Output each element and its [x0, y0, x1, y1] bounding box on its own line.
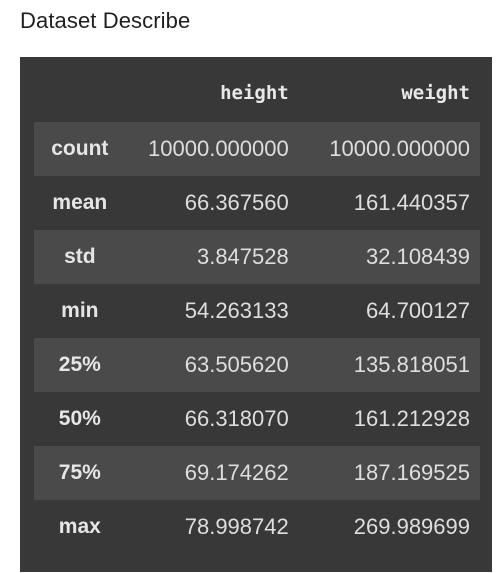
- row-label: std: [64, 245, 96, 268]
- weight-cell: 64.700127: [366, 298, 470, 323]
- row-label: max: [58, 515, 101, 538]
- page-title: Dataset Describe: [20, 8, 191, 33]
- height-cell: 78.998742: [184, 514, 289, 539]
- weight-cell: 135.818051: [353, 352, 470, 377]
- table-row: 25% 63.505620 135.818051: [34, 338, 480, 392]
- table-row: std 3.847528 32.108439: [34, 230, 480, 284]
- height-cell: 66.367560: [184, 190, 289, 215]
- table-row: min 54.263133 64.700127: [34, 284, 480, 338]
- height-cell: 3.847528: [196, 244, 289, 269]
- weight-cell: 269.989699: [353, 514, 470, 539]
- table-header-row: height weight: [34, 65, 480, 122]
- row-label: 75%: [58, 461, 101, 484]
- row-label: min: [61, 299, 99, 322]
- weight-cell: 32.108439: [366, 244, 470, 269]
- weight-cell: 161.440357: [353, 190, 470, 215]
- table-row: mean 66.367560 161.440357: [34, 176, 480, 230]
- weight-cell: 10000.000000: [329, 136, 470, 161]
- row-label: 50%: [58, 407, 101, 430]
- height-cell: 69.174262: [184, 460, 289, 485]
- describe-table: height weight count 10000.000000 10000.0…: [34, 65, 480, 554]
- table-row: 75% 69.174262 187.169525: [34, 446, 480, 500]
- dataframe-panel: height weight count 10000.000000 10000.0…: [20, 57, 492, 572]
- table-row: max 78.998742 269.989699: [34, 500, 480, 554]
- column-header-height: height: [220, 82, 289, 104]
- row-label: mean: [52, 191, 108, 214]
- height-cell: 54.263133: [184, 298, 289, 323]
- height-cell: 63.505620: [184, 352, 289, 377]
- height-cell: 66.318070: [184, 406, 289, 431]
- table-row: count 10000.000000 10000.000000: [34, 122, 480, 176]
- height-cell: 10000.000000: [148, 136, 289, 161]
- weight-cell: 161.212928: [353, 406, 470, 431]
- row-label: 25%: [58, 353, 101, 376]
- weight-cell: 187.169525: [353, 460, 470, 485]
- index-header: [34, 65, 126, 122]
- row-label: count: [51, 137, 109, 160]
- column-header-weight: weight: [401, 82, 470, 104]
- table-row: 50% 66.318070 161.212928: [34, 392, 480, 446]
